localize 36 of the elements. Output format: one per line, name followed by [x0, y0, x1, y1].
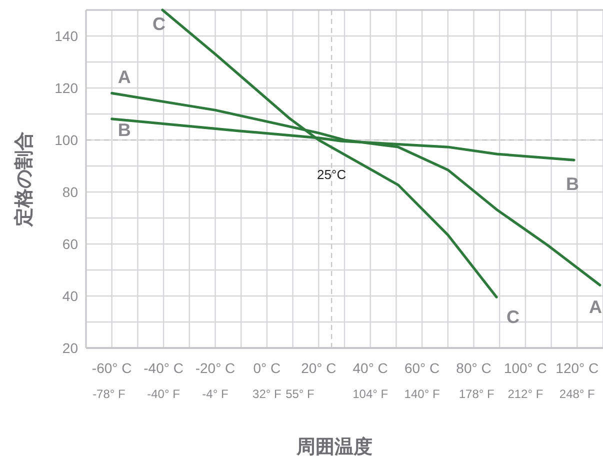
x2-tick-label: -78° F	[92, 387, 126, 401]
series-label: C	[152, 14, 166, 34]
text: A	[589, 297, 602, 318]
text: B	[566, 174, 580, 194]
x-tick-label: -60° C	[92, 360, 132, 376]
y-axis-title: 定格の割合	[13, 132, 35, 228]
y-tick-label: 120	[54, 80, 78, 96]
y-tick-label: 140	[54, 28, 78, 44]
x2-tick-label: 178° F	[458, 387, 494, 401]
x-tick-label: 20° C	[301, 360, 336, 376]
x2-tick-label: 104° F	[352, 387, 388, 401]
y-tick-label: 80	[62, 184, 78, 200]
ref-line-label: 25°C	[317, 167, 346, 182]
x-tick-label: 40° C	[352, 360, 388, 376]
x-tick-label: 0° C	[253, 360, 281, 376]
y-tick-label: 60	[62, 236, 78, 252]
series-label: B	[118, 120, 131, 140]
x-tick-label: -40° C	[144, 360, 184, 376]
x-axis-title: 周囲温度	[296, 436, 372, 458]
x2-tick-label: 55° F	[286, 387, 314, 401]
x2-tick-label: -40° F	[147, 387, 180, 401]
x-tick-label: -20° C	[195, 360, 236, 376]
text: C	[506, 307, 520, 328]
y-tick-label: 40	[62, 288, 78, 304]
x-tick-label: 80° C	[456, 360, 492, 376]
x-tick-label: 120° C	[556, 360, 599, 376]
x2-tick-label: 32° F	[252, 387, 282, 401]
x-tick-label: 60° C	[404, 360, 440, 376]
x2-tick-label: 212° F	[508, 387, 544, 401]
x2-tick-label: 140° F	[404, 387, 440, 401]
series-label: A	[118, 67, 131, 88]
x-tick-label: 100° C	[504, 360, 547, 376]
y-tick-label: 20	[62, 340, 78, 356]
x2-tick-label: -4° F	[202, 387, 228, 401]
y-tick-label: 100	[54, 132, 78, 148]
x2-tick-label: 248° F	[559, 387, 595, 401]
